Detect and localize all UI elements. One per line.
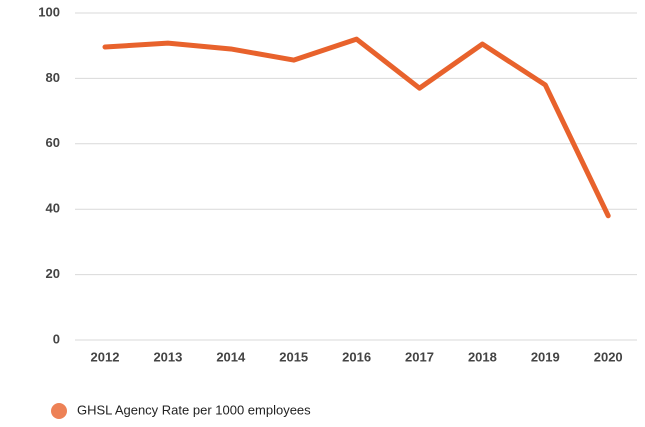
y-tick-label: 100 (38, 4, 60, 19)
y-tick-label: 40 (46, 201, 60, 216)
x-tick-label: 2018 (468, 349, 497, 364)
x-tick-label: 2019 (531, 349, 560, 364)
series-line (102, 36, 611, 219)
y-tick-label: 80 (46, 70, 60, 85)
legend-label: GHSL Agency Rate per 1000 employees (77, 402, 311, 417)
x-tick-label: 2020 (594, 349, 623, 364)
x-tick-label: 2012 (91, 349, 120, 364)
y-tick-label: 0 (53, 331, 60, 346)
y-tick-label: 20 (46, 266, 60, 281)
x-tick-label: 2017 (405, 349, 434, 364)
x-tick-label: 2014 (216, 349, 246, 364)
legend-marker (51, 403, 67, 419)
x-tick-label: 2013 (153, 349, 182, 364)
x-tick-label: 2016 (342, 349, 371, 364)
y-tick-label: 60 (46, 135, 60, 150)
x-tick-label: 2015 (279, 349, 308, 364)
